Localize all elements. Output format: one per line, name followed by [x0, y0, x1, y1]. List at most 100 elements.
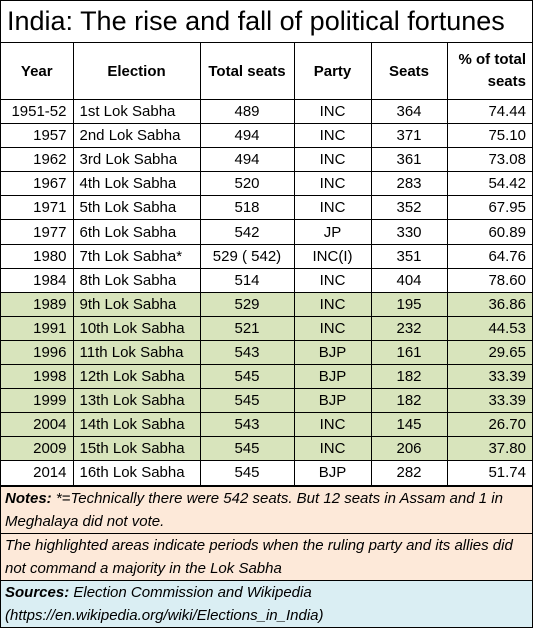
- cell-seats: 282: [370, 460, 448, 486]
- header-seats: Seats: [370, 43, 448, 100]
- table-row: 1967 4th Lok Sabha 520 INC 283 54.42: [1, 171, 532, 197]
- cell-election: 9th Lok Sabha: [72, 291, 201, 317]
- cell-year: 1951-52: [1, 98, 74, 125]
- cell-pct: 33.39: [446, 364, 532, 390]
- cell-party: INC(I): [293, 243, 372, 269]
- cell-party: INC: [293, 315, 372, 341]
- cell-pct: 44.53: [446, 315, 532, 341]
- table-row-highlighted: 1998 12th Lok Sabha 545 BJP 182 33.39: [1, 364, 532, 390]
- table-row: 1984 8th Lok Sabha 514 INC 404 78.60: [1, 267, 532, 293]
- cell-total-seats: 494: [199, 147, 295, 173]
- cell-party: INC: [293, 267, 372, 293]
- cell-seats: 330: [370, 219, 448, 245]
- cell-pct: 60.89: [446, 219, 532, 245]
- cell-year: 1977: [1, 219, 74, 245]
- header-election: Election: [72, 43, 201, 100]
- cell-election: 15th Lok Sabha: [72, 436, 201, 462]
- cell-seats: 206: [370, 436, 448, 462]
- cell-year: 1980: [1, 243, 74, 269]
- cell-year: 1967: [1, 171, 74, 197]
- table-row-highlighted: 1989 9th Lok Sabha 529 INC 195 36.86: [1, 291, 532, 317]
- cell-party: INC: [293, 147, 372, 173]
- cell-total-seats: 543: [199, 412, 295, 438]
- cell-pct: 67.95: [446, 195, 532, 221]
- table-row: 1980 7th Lok Sabha* 529 ( 542) INC(I) 35…: [1, 243, 532, 269]
- cell-total-seats: 514: [199, 267, 295, 293]
- cell-seats: 182: [370, 364, 448, 390]
- cell-total-seats: 543: [199, 339, 295, 366]
- table-row: 1962 3rd Lok Sabha 494 INC 361 73.08: [1, 147, 532, 173]
- table-row-highlighted: 1999 13th Lok Sabha 545 BJP 182 33.39: [1, 388, 532, 414]
- cell-total-seats: 494: [199, 123, 295, 149]
- cell-seats: 351: [370, 243, 448, 269]
- notes-block: Notes: *=Technically there were 542 seat…: [1, 485, 532, 533]
- cell-total-seats: 542: [199, 219, 295, 245]
- cell-pct: 64.76: [446, 243, 532, 269]
- highlight-note: The highlighted areas indicate periods w…: [1, 532, 532, 580]
- header-pct-line1: % of total: [458, 51, 527, 68]
- cell-seats: 352: [370, 195, 448, 221]
- cell-pct: 74.44: [446, 98, 532, 125]
- header-pct-total-seats: % of total seats: [446, 43, 532, 100]
- header-party: Party: [293, 43, 372, 100]
- table-row-highlighted: 1996 11th Lok Sabha 543 BJP 161 29.65: [1, 339, 532, 366]
- cell-seats: 371: [370, 123, 448, 149]
- cell-total-seats: 545: [199, 388, 295, 414]
- cell-seats: 404: [370, 267, 448, 293]
- cell-year: 1989: [1, 291, 74, 317]
- cell-election: 13th Lok Sabha: [72, 388, 201, 414]
- cell-total-seats: 545: [199, 460, 295, 486]
- cell-party: INC: [293, 412, 372, 438]
- cell-party: BJP: [293, 388, 372, 414]
- cell-election: 3rd Lok Sabha: [72, 147, 201, 173]
- cell-election: 1st Lok Sabha: [72, 98, 201, 125]
- cell-year: 2014: [1, 460, 74, 486]
- cell-total-seats: 518: [199, 195, 295, 221]
- cell-election: 11th Lok Sabha: [72, 339, 201, 366]
- cell-pct: 36.86: [446, 291, 532, 317]
- cell-year: 1999: [1, 388, 74, 414]
- notes-text: *=Technically there were 542 seats. But …: [5, 489, 503, 530]
- cell-seats: 283: [370, 171, 448, 197]
- cell-total-seats: 529: [199, 291, 295, 317]
- table-row: 1951-52 1st Lok Sabha 489 INC 364 74.44: [1, 98, 532, 125]
- cell-pct: 37.80: [446, 436, 532, 462]
- cell-pct: 78.60: [446, 267, 532, 293]
- cell-election: 16th Lok Sabha: [72, 460, 201, 486]
- sources-label: Sources:: [5, 583, 70, 601]
- cell-election: 6th Lok Sabha: [72, 219, 201, 245]
- header-row: Year Election Total seats Party Seats % …: [1, 43, 532, 100]
- cell-seats: 182: [370, 388, 448, 414]
- cell-election: 14th Lok Sabha: [72, 412, 201, 438]
- cell-pct: 73.08: [446, 147, 532, 173]
- cell-pct: 54.42: [446, 171, 532, 197]
- header-pct-line2: seats: [487, 73, 526, 90]
- cell-party: INC: [293, 98, 372, 125]
- table-row: 1977 6th Lok Sabha 542 JP 330 60.89: [1, 219, 532, 245]
- cell-year: 1998: [1, 364, 74, 390]
- cell-election: 8th Lok Sabha: [72, 267, 201, 293]
- cell-seats: 232: [370, 315, 448, 341]
- cell-pct: 33.39: [446, 388, 532, 414]
- sources-block: Sources: Election Commission and Wikiped…: [1, 579, 532, 627]
- cell-pct: 51.74: [446, 460, 532, 486]
- cell-year: 2009: [1, 436, 74, 462]
- table-row-highlighted: 2009 15th Lok Sabha 545 INC 206 37.80: [1, 436, 532, 462]
- cell-election: 10th Lok Sabha: [72, 315, 201, 341]
- table-row-highlighted: 2004 14th Lok Sabha 543 INC 145 26.70: [1, 412, 532, 438]
- cell-seats: 361: [370, 147, 448, 173]
- cell-year: 1996: [1, 339, 74, 366]
- cell-total-seats: 489: [199, 98, 295, 125]
- cell-year: 1971: [1, 195, 74, 221]
- cell-election: 12th Lok Sabha: [72, 364, 201, 390]
- cell-party: BJP: [293, 460, 372, 486]
- sources-text: Election Commission and Wikipedia (https…: [5, 583, 324, 624]
- cell-party: INC: [293, 291, 372, 317]
- cell-year: 1957: [1, 123, 74, 149]
- table-title: India: The rise and fall of political fo…: [1, 1, 532, 43]
- cell-year: 1984: [1, 267, 74, 293]
- cell-party: BJP: [293, 339, 372, 366]
- cell-party: BJP: [293, 364, 372, 390]
- table-row: 1957 2nd Lok Sabha 494 INC 371 75.10: [1, 123, 532, 149]
